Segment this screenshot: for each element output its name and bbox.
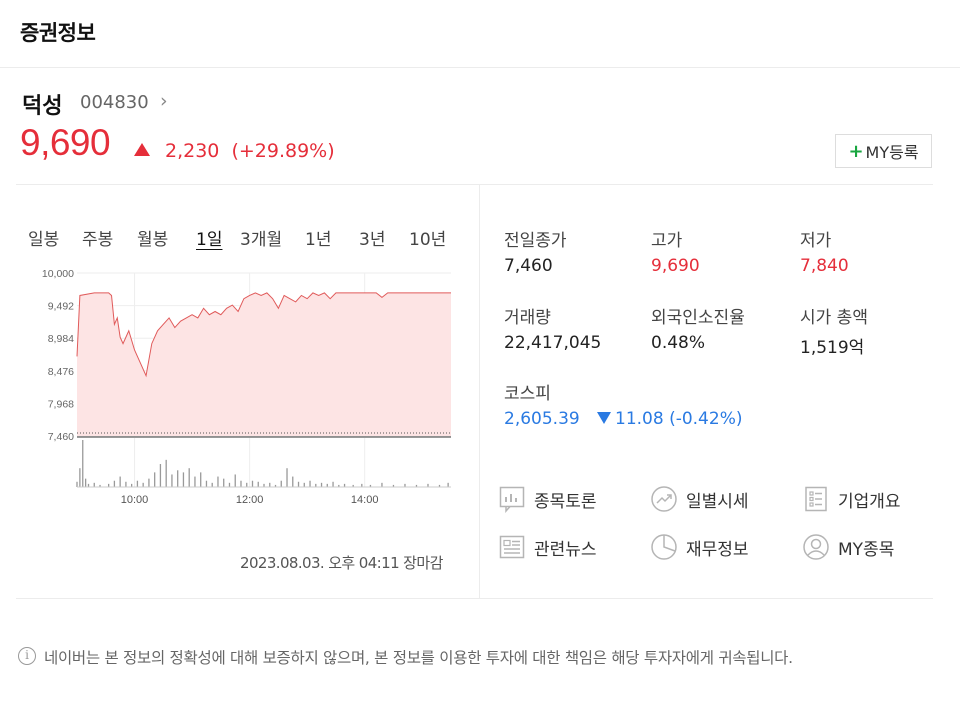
low-label: 저가 (800, 231, 832, 251)
menu-label: 관련뉴스 (534, 539, 597, 560)
low-value: 7,840 (800, 256, 849, 276)
price-area (77, 292, 451, 436)
disclaimer: 네이버는 본 정보의 정확성에 대해 보증하지 않으며, 본 정보를 이용한 투… (44, 649, 793, 667)
menu-financials[interactable]: 재무정보 (650, 531, 749, 563)
stock-name[interactable]: 덕성 (22, 94, 63, 119)
price-change: 2,230 (+29.89%) (165, 140, 335, 162)
user-icon (803, 534, 829, 560)
high-value: 9,690 (651, 256, 700, 276)
chevron-right-icon[interactable]: › (160, 90, 168, 112)
tab-10year[interactable]: 10년 (409, 230, 447, 250)
y-tick-label: 7,968 (48, 398, 74, 410)
index-value: 2,605.39 (504, 409, 580, 429)
list-icon (805, 486, 827, 512)
plus-icon: + (848, 140, 864, 162)
x-tick-label: 14:00 (351, 494, 379, 506)
x-tick-label: 10:00 (121, 494, 149, 506)
y-tick-label: 10,000 (42, 268, 74, 280)
tab-weekly[interactable]: 주봉 (82, 230, 114, 250)
prev-close-label: 전일종가 (504, 231, 567, 251)
y-tick-label: 8,476 (48, 366, 74, 378)
tab-1year[interactable]: 1년 (305, 230, 332, 250)
up-triangle-icon (134, 143, 150, 156)
page-title: 증권정보 (20, 21, 96, 45)
tab-monthly[interactable]: 월봉 (137, 230, 169, 250)
index-change: 11.08 (-0.42%) (597, 409, 742, 429)
menu-my-stocks[interactable]: MY종목 (802, 531, 894, 563)
menu-daily-price[interactable]: 일별시세 (650, 483, 749, 515)
chart-bar-icon (499, 486, 525, 513)
divider (479, 185, 480, 598)
stock-code[interactable]: 004830 (80, 92, 149, 113)
foreign-ratio-label: 외국인소진율 (651, 308, 745, 328)
price-change-pct: (+29.89%) (231, 140, 335, 162)
menu-related-news[interactable]: 관련뉴스 (498, 531, 597, 563)
menu-discussion[interactable]: 종목토론 (498, 483, 597, 515)
y-tick-label: 9,492 (48, 301, 74, 313)
foreign-ratio-value: 0.48% (651, 333, 706, 353)
market-cap-value: 1,519억 (800, 338, 865, 358)
info-icon: i (18, 647, 36, 665)
down-triangle-icon (597, 412, 611, 424)
menu-label: 기업개요 (838, 491, 901, 512)
y-tick-label: 8,984 (48, 333, 74, 345)
news-icon (499, 535, 525, 559)
y-tick-label: 7,460 (48, 431, 74, 443)
menu-label: MY종목 (838, 539, 895, 560)
pie-chart-icon (651, 534, 677, 560)
my-register-label: MY등록 (865, 143, 919, 162)
menu-label: 일별시세 (686, 491, 749, 512)
current-price: 9,690 (20, 122, 111, 163)
timestamp: 2023.08.03. 오후 04:11 장마감 (240, 554, 443, 572)
header: 증권정보 (0, 0, 960, 68)
divider (16, 598, 933, 599)
price-line (76, 292, 451, 378)
divider (16, 184, 933, 185)
tab-daily[interactable]: 일봉 (28, 230, 60, 250)
menu-company-overview[interactable]: 기업개요 (802, 483, 901, 515)
prev-close-value: 7,460 (504, 256, 553, 276)
menu-label: 재무정보 (686, 539, 749, 560)
volume-label: 거래량 (504, 308, 551, 328)
tab-3month[interactable]: 3개월 (240, 230, 283, 250)
index-label: 코스피 (504, 384, 551, 404)
tab-3year[interactable]: 3년 (359, 230, 386, 250)
tab-1day[interactable]: 1일 (196, 230, 223, 250)
price-change-value: 2,230 (165, 140, 220, 162)
my-register-button[interactable]: + MY등록 (835, 134, 932, 168)
x-tick-label: 12:00 (236, 494, 264, 506)
index-change-value: 11.08 (-0.42%) (615, 409, 743, 429)
volume-value: 22,417,045 (504, 333, 602, 353)
intraday-chart: 10,000 9,492 8,984 8,476 7,968 7,460 10:00 12:0… (42, 268, 451, 506)
trend-line-icon (651, 486, 677, 512)
high-label: 고가 (651, 231, 683, 251)
market-cap-label: 시가 총액 (800, 308, 868, 328)
menu-label: 종목토론 (534, 491, 597, 512)
